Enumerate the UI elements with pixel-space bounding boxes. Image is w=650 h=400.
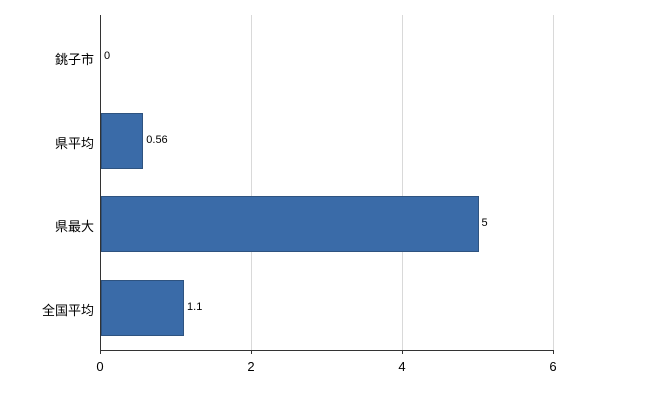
bar-3 [101,280,185,337]
value-label-0: 0 [104,49,111,62]
x-tick-mark-2 [251,350,252,354]
x-tick-label-6: 6 [549,359,557,374]
value-label-2: 5 [481,217,488,230]
x-tick-label-2: 2 [247,359,255,374]
category-label-0: 銚子市 [54,51,94,67]
value-label-1: 0.56 [146,133,168,146]
gridline-x-6 [553,15,554,350]
bar-1 [101,112,144,169]
x-tick-mark-0 [100,350,101,354]
x-axis-line [100,350,554,351]
x-tick-label-4: 4 [398,359,406,374]
category-label-1: 県平均 [54,135,94,151]
gridline-x-2 [251,15,252,350]
y-axis-line [100,15,101,350]
bar-2 [101,196,479,253]
x-tick-mark-6 [553,350,554,354]
category-label-3: 全国平均 [41,303,94,319]
category-label-2: 県最大 [54,219,94,235]
value-label-3: 1.1 [187,301,203,314]
x-tick-label-0: 0 [96,359,104,374]
x-tick-mark-4 [402,350,403,354]
gridline-x-4 [402,15,403,350]
